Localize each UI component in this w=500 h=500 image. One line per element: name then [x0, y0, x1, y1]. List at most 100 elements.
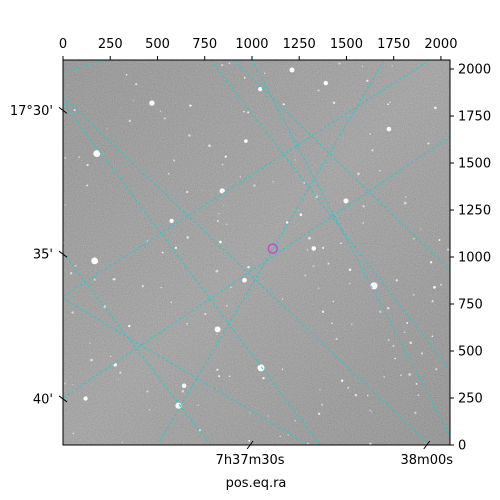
star — [119, 371, 122, 374]
star — [239, 176, 241, 178]
y-tick-label: 2000 — [458, 63, 491, 78]
dec-tick-mark — [58, 250, 68, 258]
star — [383, 376, 385, 378]
star — [311, 246, 317, 251]
star — [149, 100, 155, 106]
star — [264, 72, 266, 74]
star — [395, 279, 398, 282]
star — [434, 106, 437, 110]
star — [321, 246, 325, 250]
star — [186, 190, 189, 194]
star — [323, 80, 329, 86]
star — [409, 341, 413, 345]
y-tick-label: 500 — [458, 345, 483, 360]
star — [312, 265, 315, 268]
star — [440, 284, 442, 286]
star — [86, 163, 89, 167]
star — [389, 101, 391, 104]
star — [141, 285, 144, 288]
star — [281, 298, 284, 300]
star — [204, 312, 207, 316]
star — [83, 396, 88, 401]
x-tick-label: 500 — [145, 37, 170, 52]
grid-line — [63, 102, 321, 445]
star — [417, 394, 420, 397]
star — [125, 73, 128, 76]
star — [412, 293, 415, 296]
star — [367, 394, 369, 397]
star — [338, 62, 341, 65]
star — [394, 357, 396, 360]
plot-area — [62, 59, 451, 446]
grid-line — [63, 252, 211, 445]
star — [431, 335, 434, 338]
star — [160, 286, 162, 289]
star — [379, 310, 382, 313]
star — [174, 246, 177, 249]
star — [186, 322, 189, 325]
star — [215, 269, 219, 273]
star — [161, 251, 164, 254]
star — [247, 265, 250, 269]
star — [371, 411, 373, 413]
star — [216, 368, 219, 371]
star-field — [63, 62, 450, 445]
star — [392, 344, 395, 347]
star — [188, 134, 191, 137]
x-tick-label: 0 — [59, 37, 67, 52]
star — [93, 150, 101, 158]
pixel-axis-ticks: 0 250 500 750 1000 1250 1500 1750 2000 0 250 500 750… — [59, 37, 491, 454]
dec-tick-label: 40' — [33, 392, 53, 407]
star — [387, 103, 389, 106]
star — [429, 261, 433, 264]
star — [64, 204, 66, 206]
star — [294, 419, 296, 422]
star — [189, 104, 192, 107]
grid-line — [63, 136, 450, 399]
star — [319, 389, 321, 391]
star — [132, 100, 134, 102]
star — [387, 339, 390, 341]
star — [435, 368, 438, 371]
star — [369, 442, 372, 445]
star — [257, 364, 265, 372]
star — [149, 409, 151, 411]
star — [248, 439, 251, 442]
y-tick-label: 0 — [458, 439, 466, 454]
star — [170, 301, 172, 303]
star — [304, 274, 307, 277]
star — [96, 261, 99, 263]
ra-tick-mark — [423, 440, 431, 450]
star — [354, 393, 358, 397]
star — [438, 239, 441, 241]
x-tick-label: 250 — [98, 37, 123, 52]
ra-tick-mark — [246, 440, 254, 450]
star — [106, 128, 108, 130]
star — [219, 240, 222, 244]
star — [221, 63, 224, 67]
star — [332, 300, 335, 303]
x-tick-label: 750 — [192, 37, 217, 52]
star — [218, 375, 221, 378]
dec-tick-mark — [58, 395, 68, 403]
star — [446, 248, 450, 251]
star — [369, 409, 371, 412]
star — [197, 404, 199, 406]
star — [110, 355, 112, 358]
star — [357, 172, 360, 176]
star — [386, 126, 392, 132]
x-tick-label: 1500 — [330, 37, 363, 52]
star — [332, 101, 336, 105]
star — [121, 441, 123, 443]
star — [412, 237, 415, 240]
star — [405, 196, 407, 198]
star — [218, 213, 220, 215]
star — [281, 368, 284, 370]
star — [348, 282, 351, 285]
star — [134, 82, 138, 86]
star — [91, 257, 98, 265]
grid-line — [63, 60, 430, 297]
grid-line — [251, 60, 450, 436]
star — [117, 378, 119, 380]
star — [198, 429, 201, 432]
